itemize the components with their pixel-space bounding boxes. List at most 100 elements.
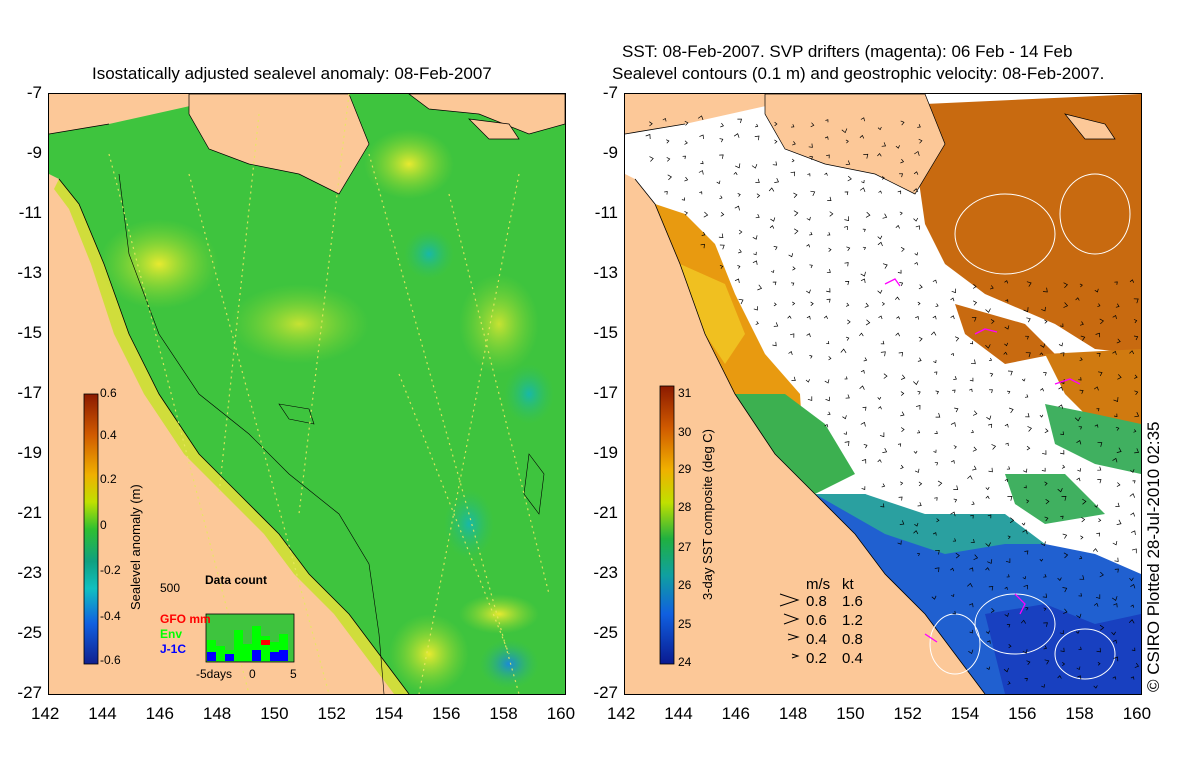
velocity-arrow bbox=[1131, 548, 1137, 554]
velocity-arrow bbox=[1097, 479, 1102, 484]
velocity-arrow bbox=[878, 315, 883, 320]
velocity-arrow bbox=[826, 154, 830, 159]
velocity-arrow bbox=[1061, 496, 1067, 501]
velocity-arrow bbox=[1078, 377, 1082, 381]
velocity-arrow bbox=[860, 117, 865, 122]
velocity-arrow bbox=[954, 336, 960, 342]
velocity-arrow bbox=[843, 225, 848, 231]
velocity-arrow bbox=[755, 213, 760, 219]
velocity-arrow bbox=[935, 303, 939, 308]
y-tick-right-10: -27 bbox=[593, 683, 618, 702]
x-tick-left-7: 156 bbox=[432, 704, 461, 723]
velocity-arrow bbox=[972, 283, 977, 289]
velocity-arrow bbox=[953, 485, 959, 490]
data-count-x-label-1: 0 bbox=[249, 667, 256, 681]
velocity-arrow bbox=[882, 263, 888, 269]
velocity-arrow bbox=[698, 170, 704, 175]
velocity-arrow bbox=[1096, 408, 1100, 412]
y-tick-left-7: -21 bbox=[17, 503, 42, 522]
velocity-arrow bbox=[913, 171, 919, 175]
velocity-arrow bbox=[936, 518, 940, 523]
velocity-arrow bbox=[751, 163, 758, 169]
velocity-arrow bbox=[877, 153, 882, 157]
velocity-arrow bbox=[649, 156, 654, 162]
velocity-arrow bbox=[969, 377, 974, 382]
x-tick-left-4: 150 bbox=[260, 704, 289, 723]
velocity-arrow bbox=[1093, 685, 1098, 689]
velocity-arrow bbox=[1024, 678, 1028, 682]
velocity-arrow bbox=[718, 233, 724, 239]
velocity-arrow bbox=[1096, 353, 1101, 357]
velocity-arrow bbox=[1112, 639, 1117, 644]
y-tick-left-5: -17 bbox=[17, 383, 42, 402]
velocity-arrow bbox=[1134, 390, 1139, 396]
data-count-title: Data count bbox=[205, 573, 268, 587]
velocity-arrow bbox=[1130, 512, 1135, 517]
velocity-arrow bbox=[1111, 596, 1118, 601]
coastline bbox=[625, 123, 986, 694]
velocity-arrow bbox=[755, 178, 760, 183]
velocity-arrow bbox=[1113, 413, 1118, 418]
velocity-arrow bbox=[986, 415, 992, 420]
y-tick-right-7: -21 bbox=[593, 503, 618, 522]
sealevel-anomaly-map bbox=[49, 94, 565, 694]
velocity-legend-ms-2: 0.4 bbox=[806, 631, 827, 648]
sealevel-colorbar-label: Sealevel anomaly (m) bbox=[128, 484, 143, 610]
data-count-x-label-0: -5days bbox=[196, 667, 233, 681]
velocity-arrow bbox=[1024, 394, 1029, 398]
velocity-arrow bbox=[1092, 548, 1098, 552]
velocity-arrow bbox=[899, 211, 903, 216]
velocity-arrow bbox=[859, 134, 865, 139]
velocity-arrow bbox=[1004, 342, 1009, 347]
velocity-arrow bbox=[684, 211, 688, 216]
velocity-arrow bbox=[1043, 645, 1048, 650]
velocity-arrow bbox=[900, 246, 905, 252]
velocity-arrow bbox=[1061, 464, 1066, 469]
velocity-arrow bbox=[790, 333, 795, 338]
velocity-arrow bbox=[970, 359, 976, 365]
velocity-arrow bbox=[1043, 574, 1047, 578]
velocity-arrow bbox=[987, 514, 992, 519]
velocity-arrow bbox=[752, 260, 758, 265]
velocity-arrow bbox=[881, 483, 886, 488]
velocity-legend-header-kt: kt bbox=[842, 576, 854, 593]
velocity-arrow bbox=[916, 430, 921, 434]
cbar-left-tick-2: 0.2 bbox=[100, 472, 117, 486]
data-count-x-label-2: 5 bbox=[290, 667, 297, 681]
y-tick-right-3: -13 bbox=[593, 263, 618, 282]
velocity-arrow bbox=[864, 302, 869, 308]
velocity-arrow bbox=[860, 278, 866, 283]
left-map[interactable] bbox=[48, 93, 566, 695]
velocity-arrow bbox=[955, 552, 960, 559]
y-tick-right-5: -17 bbox=[593, 383, 618, 402]
velocity-arrow bbox=[733, 133, 740, 138]
velocity-arrow bbox=[1042, 593, 1048, 598]
velocity-arrow bbox=[900, 391, 905, 396]
velocity-arrow bbox=[824, 379, 830, 384]
velocity-arrow bbox=[950, 459, 955, 464]
y-tick-right-2: -11 bbox=[594, 203, 618, 222]
velocity-arrow bbox=[793, 228, 799, 235]
velocity-arrow bbox=[1060, 450, 1065, 455]
velocity-arrow bbox=[914, 261, 919, 266]
velocity-arrow bbox=[807, 396, 813, 401]
cbar-left-tick-1: 0.4 bbox=[100, 428, 117, 442]
x-tick-right-6: 154 bbox=[950, 704, 980, 723]
cbar-left-tick-6: -0.6 bbox=[100, 653, 121, 667]
velocity-arrow bbox=[824, 423, 829, 428]
velocity-arrow bbox=[720, 122, 724, 128]
velocity-arrow bbox=[970, 539, 975, 543]
legend-j1c: J-1C bbox=[160, 642, 187, 656]
velocity-arrow bbox=[989, 372, 994, 377]
velocity-arrow bbox=[972, 465, 977, 471]
velocity-arrow bbox=[826, 269, 831, 273]
velocity-arrow bbox=[933, 449, 937, 453]
velocity-arrow bbox=[1078, 426, 1082, 430]
velocity-arrow bbox=[809, 264, 813, 269]
velocity-arrow bbox=[878, 190, 882, 194]
velocity-arrow bbox=[1003, 351, 1008, 355]
cbar-right-tick-3: 28 bbox=[678, 500, 692, 514]
right-map[interactable] bbox=[624, 93, 1142, 695]
velocity-arrow bbox=[738, 298, 744, 305]
velocity-arrow bbox=[719, 195, 723, 200]
